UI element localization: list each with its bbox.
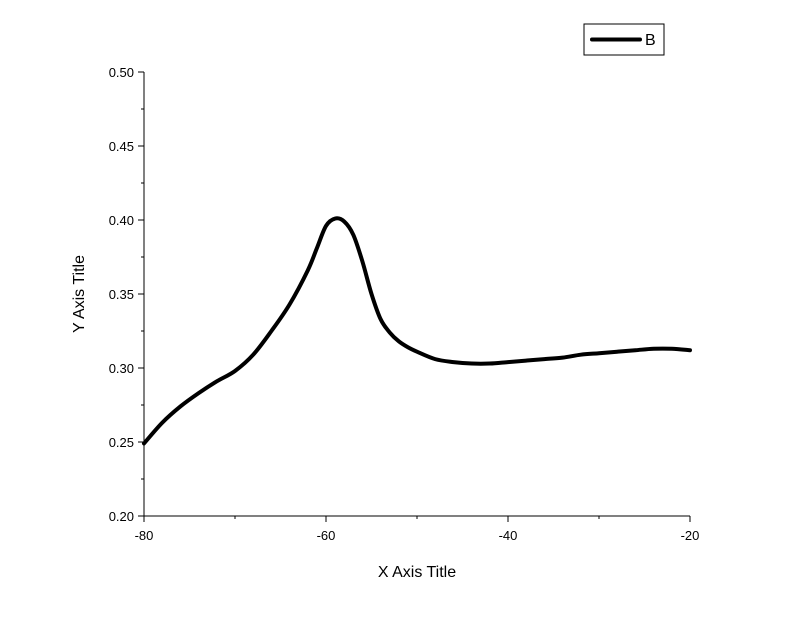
y-tick-label: 0.40 <box>109 213 134 228</box>
x-tick-label: -60 <box>317 528 336 543</box>
x-axis-title: X Axis Title <box>378 564 456 581</box>
x-tick-label: -40 <box>499 528 518 543</box>
y-axis-ticks: 0.20 0.25 0.30 0.35 0.40 0.45 0.50 <box>109 65 144 524</box>
y-axis-title: Y Axis Title <box>71 255 88 333</box>
series-line-b <box>142 216 692 446</box>
legend-label-b: B <box>645 32 656 49</box>
y-tick-label: 0.30 <box>109 361 134 376</box>
y-tick-label: 0.50 <box>109 65 134 80</box>
y-tick-label: 0.45 <box>109 139 134 154</box>
x-axis-ticks: -80 -60 -40 -20 <box>135 516 700 543</box>
x-tick-label: -80 <box>135 528 154 543</box>
y-tick-label: 0.20 <box>109 509 134 524</box>
y-tick-label: 0.35 <box>109 287 134 302</box>
x-tick-label: -20 <box>681 528 700 543</box>
y-tick-label: 0.25 <box>109 435 134 450</box>
legend: B <box>583 23 665 56</box>
